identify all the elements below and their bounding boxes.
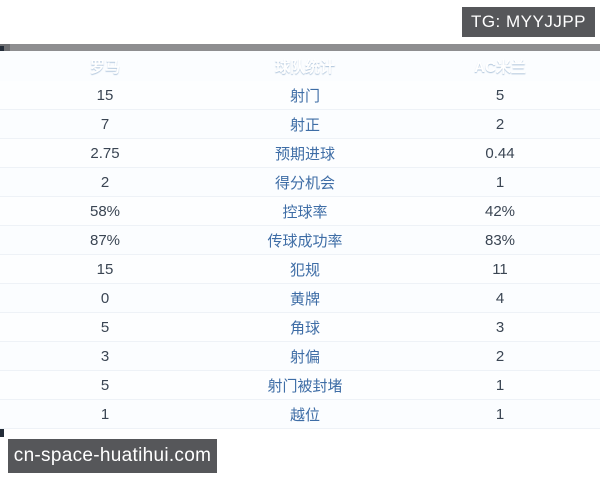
stat-label: 射门 [289, 87, 320, 105]
header-stat-title: 球队统计 [274, 58, 335, 76]
away-value: 4 [495, 289, 505, 307]
table-row-big-chances: 2 得分机会 1 [0, 168, 600, 197]
home-value: 1 [100, 405, 110, 423]
away-value: 83% [484, 231, 516, 249]
stat-label: 控球率 [282, 203, 328, 221]
away-value: 2 [495, 347, 505, 365]
away-value: 1 [495, 173, 505, 191]
home-value: 58% [89, 202, 121, 220]
stat-label: 犯规 [289, 261, 320, 279]
table-row-corners: 5 角球 3 [0, 313, 600, 342]
away-value: 3 [495, 318, 505, 336]
away-value: 2 [495, 115, 505, 133]
stat-label: 射正 [289, 116, 320, 134]
home-value: 5 [100, 376, 110, 394]
stat-label: 黄牌 [289, 290, 320, 308]
frame-corner [0, 44, 10, 51]
table-row-offsides: 1 越位 1 [0, 400, 600, 429]
table-row-expected-goals: 2.75 预期进球 0.44 [0, 139, 600, 168]
table-row-fouls: 15 犯规 11 [0, 255, 600, 284]
home-value: 0 [100, 289, 110, 307]
stat-label: 射偏 [289, 348, 320, 366]
home-value: 5 [100, 318, 110, 336]
header-away-team: AC米兰 [474, 58, 526, 76]
stat-label: 传球成功率 [267, 232, 343, 250]
table-row-shots-blocked: 5 射门被封堵 1 [0, 371, 600, 400]
away-value: 1 [495, 376, 505, 394]
away-value: 0.44 [485, 144, 515, 162]
stat-label: 预期进球 [274, 145, 335, 163]
home-value: 2.75 [90, 144, 120, 162]
watermark-badge: cn-space-huatihui.com [8, 439, 217, 473]
table-row-shots-on-target: 7 射正 2 [0, 110, 600, 139]
away-value: 42% [484, 202, 516, 220]
table-row-shots-off-target: 3 射偏 2 [0, 342, 600, 371]
home-value: 7 [100, 115, 110, 133]
home-value: 2 [100, 173, 110, 191]
away-value: 5 [495, 86, 505, 104]
table-row-yellow-cards: 0 黄牌 4 [0, 284, 600, 313]
home-value: 3 [100, 347, 110, 365]
home-value: 15 [96, 86, 114, 104]
table-header-row: 罗马 球队统计 AC米兰 [0, 51, 600, 81]
header-home-team: 罗马 [89, 58, 120, 76]
stat-label: 射门被封堵 [267, 377, 343, 395]
away-value: 1 [495, 405, 505, 423]
tg-badge: TG: MYYJJPP [462, 7, 595, 37]
away-value: 11 [492, 260, 508, 278]
table-row-pass-accuracy: 87% 传球成功率 83% [0, 226, 600, 255]
home-value: 15 [96, 260, 114, 278]
stat-label: 得分机会 [274, 174, 335, 192]
table-row-shots: 15 射门 5 [0, 81, 600, 110]
team-stats-table: 罗马 球队统计 AC米兰 15 射门 5 7 射正 2 2.75 预期进球 0.… [0, 51, 600, 429]
home-value: 87% [89, 231, 121, 249]
frame-top-strip [0, 44, 600, 51]
stat-label: 越位 [289, 406, 320, 424]
stat-label: 角球 [289, 319, 320, 337]
table-row-possession: 58% 控球率 42% [0, 197, 600, 226]
